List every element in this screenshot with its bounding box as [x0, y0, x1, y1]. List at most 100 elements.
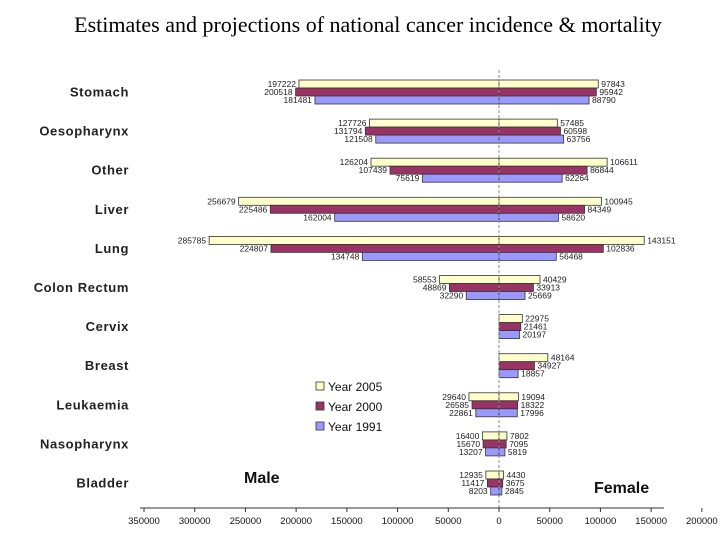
male-bar	[370, 157, 500, 167]
male-value-label: 15670	[456, 439, 480, 449]
female-value-label: 100945	[604, 196, 633, 206]
male-value-label: 134748	[331, 251, 360, 261]
female-value-label: 106611	[610, 157, 638, 167]
female-value-label: 21461	[524, 322, 548, 332]
male-bar	[295, 87, 500, 97]
female-side-label: Female	[594, 480, 649, 497]
male-value-label: 48869	[423, 283, 447, 293]
male-value-label: 11417	[461, 478, 484, 488]
x-tick-label: 150000	[331, 516, 363, 527]
male-bar	[475, 408, 500, 418]
female-value-label: 20197	[522, 330, 546, 340]
female-value-label: 56468	[559, 251, 583, 261]
category-labels-group: Stomach Oesopharynx Other Liver Lung Colon Re…	[34, 85, 129, 491]
male-bar	[482, 439, 500, 449]
female-value-label: 2845	[505, 486, 524, 496]
male-value-label: 181481	[284, 95, 313, 105]
female-bar	[498, 314, 523, 324]
female-bar	[498, 79, 599, 89]
category-label: Liver	[95, 202, 129, 217]
x-tick-labels-group: 350000 300000 250000 200000 150000 100000 5000…	[128, 508, 718, 527]
female-value-label: 22975	[525, 314, 549, 324]
female-bar	[498, 212, 559, 222]
male-value-label: 58553	[413, 275, 437, 285]
female-bar	[498, 126, 561, 136]
female-value-label: 58620	[561, 212, 585, 222]
male-value-label: 197222	[268, 79, 297, 89]
female-bar	[498, 173, 563, 183]
male-value-label: 12935	[459, 470, 483, 480]
male-value-label: 13207	[459, 447, 483, 457]
female-value-label: 95942	[599, 87, 623, 97]
legend-label: Year 2000	[328, 400, 383, 414]
male-value-label: 75619	[396, 173, 420, 183]
x-tick-label: 100000	[585, 516, 617, 527]
male-bar	[421, 173, 500, 183]
x-tick-label: 50000	[435, 516, 461, 527]
legend-label: Year 2005	[328, 380, 383, 394]
male-side-label: Male	[244, 470, 280, 487]
female-value-label: 18322	[521, 400, 545, 410]
category-label: Breast	[85, 358, 129, 373]
chart-title: Estimates and projections of national ca…	[74, 12, 662, 37]
female-bar	[498, 87, 597, 97]
x-tick-label: 150000	[635, 516, 667, 527]
x-tick-label: 350000	[128, 516, 160, 527]
female-value-label: 97843	[601, 79, 625, 89]
female-value-label: 33913	[536, 283, 560, 293]
male-value-label: 162004	[303, 212, 332, 222]
female-bar	[498, 439, 507, 449]
female-value-label: 19094	[521, 392, 545, 402]
male-value-label: 26585	[445, 400, 469, 410]
male-value-label: 107439	[359, 165, 388, 175]
female-bar	[498, 470, 504, 480]
female-bar	[498, 400, 518, 410]
male-value-label: 131794	[334, 126, 363, 136]
female-bar	[498, 275, 541, 284]
female-bar	[498, 322, 522, 332]
category-label: Other	[91, 163, 129, 178]
female-value-label: 40429	[543, 275, 567, 285]
category-label: Leukaemia	[56, 397, 129, 412]
female-value-label: 25669	[528, 291, 552, 301]
category-label: Stomach	[70, 85, 129, 100]
male-bar	[364, 126, 500, 136]
category-label: Cervix	[86, 319, 130, 334]
female-bar	[498, 431, 508, 441]
female-value-label: 84349	[588, 204, 612, 214]
male-bar	[375, 134, 500, 144]
x-tick-label: 200000	[280, 516, 312, 527]
female-bar	[498, 447, 506, 457]
female-value-label: 3675	[506, 478, 525, 488]
female-value-label: 18857	[521, 369, 545, 379]
legend-label: Year 1991	[328, 420, 383, 434]
male-value-label: 285785	[178, 235, 207, 245]
male-bar	[468, 392, 500, 402]
female-value-label: 60598	[563, 126, 587, 136]
female-value-label: 62264	[565, 173, 589, 183]
female-bar	[498, 291, 526, 300]
x-tick-label: 200000	[686, 516, 718, 527]
female-bar	[498, 118, 558, 128]
male-value-label: 225486	[239, 204, 268, 214]
male-bar	[238, 196, 500, 206]
male-value-label: 29640	[442, 392, 466, 402]
category-label: Lung	[95, 241, 129, 256]
female-value-label: 17996	[520, 408, 544, 418]
category-label: Oesopharynx	[39, 124, 129, 139]
male-bar	[439, 275, 500, 284]
male-bar	[270, 243, 500, 253]
x-tick-label: 50000	[537, 516, 563, 527]
x-tick-label: 250000	[230, 516, 262, 527]
legend-swatch	[315, 381, 325, 391]
male-bar	[481, 431, 500, 441]
category-label: Colon Rectum	[34, 280, 129, 295]
female-value-label: 34927	[537, 361, 561, 371]
male-bar	[465, 291, 500, 300]
male-value-label: 121508	[344, 134, 373, 144]
legend-swatch	[315, 421, 325, 431]
female-bar	[498, 408, 518, 418]
female-bar	[498, 392, 519, 402]
legend-swatch	[315, 401, 325, 411]
